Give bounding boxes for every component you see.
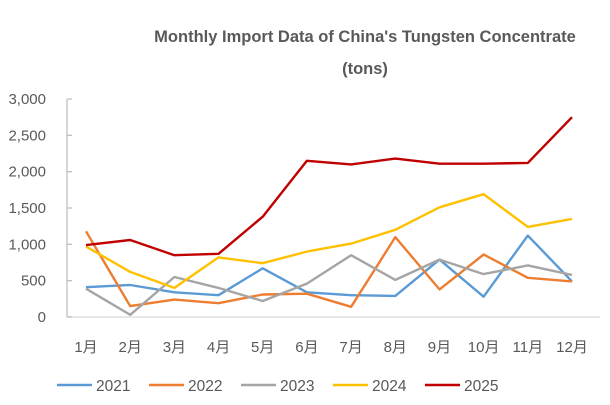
y-tick-label: 0 (38, 309, 46, 326)
y-tick-label: 1,000 (8, 236, 46, 253)
x-tick-label: 9月 (428, 339, 451, 356)
chart-title: Monthly Import Data of China's Tungsten … (154, 28, 576, 46)
x-tick-label: 7月 (339, 339, 362, 356)
legend-label-2021: 2021 (96, 378, 130, 395)
x-tick-label: 2月 (119, 339, 142, 356)
series-line-2023 (85, 253, 573, 316)
x-tick-label: 10月 (468, 339, 500, 356)
y-tick-label: 500 (21, 273, 46, 290)
series-line-2022 (84, 230, 573, 308)
legend-label-2024: 2024 (372, 378, 407, 395)
chart-subtitle: (tons) (342, 60, 388, 78)
legend-label-2022: 2022 (188, 378, 222, 395)
series-line-2021 (85, 234, 573, 298)
y-tick-label: 1,500 (8, 200, 46, 217)
series-line-2025 (85, 116, 573, 257)
legend-label-2023: 2023 (280, 378, 314, 395)
legend-label-2025: 2025 (464, 378, 498, 395)
y-tick-label: 3,000 (8, 91, 46, 108)
x-tick-label: 5月 (251, 339, 274, 356)
y-tick-label: 2,500 (8, 127, 46, 144)
x-tick-label: 6月 (295, 339, 318, 356)
x-tick-label: 12月 (556, 339, 588, 356)
x-tick-label: 8月 (384, 339, 407, 356)
series-line-2024 (85, 192, 573, 290)
x-tick-label: 11月 (513, 339, 544, 356)
y-tick-label: 2,000 (8, 164, 46, 181)
x-tick-label: 3月 (163, 339, 186, 356)
x-tick-label: 1月 (74, 339, 97, 356)
x-tick-label: 4月 (207, 339, 230, 356)
